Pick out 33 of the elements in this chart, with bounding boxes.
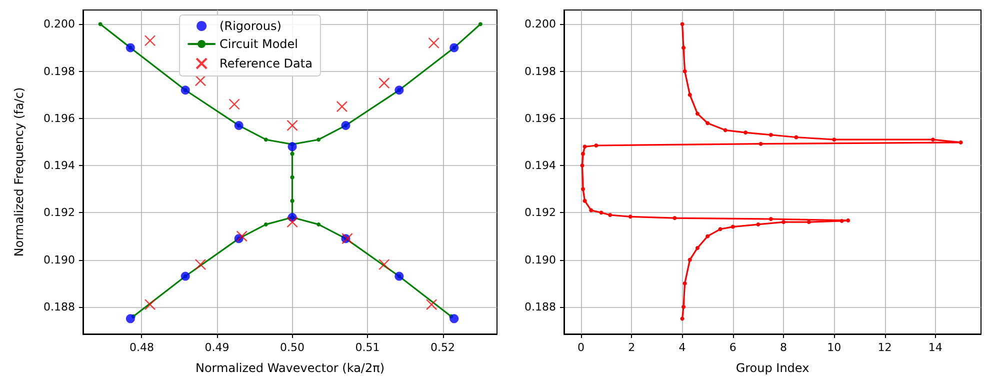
x-tick-label: 0.49 <box>204 341 230 354</box>
legend-label: (Rigorous) <box>220 19 282 33</box>
y-tick-label: 0.190 <box>524 253 556 266</box>
x-axis-title: Normalized Wavevector (ka/2π) <box>195 361 385 375</box>
legend-label: Reference Data <box>220 56 312 70</box>
y-tick-label: 0.188 <box>44 300 75 314</box>
y-tick-label: 0.198 <box>44 64 75 78</box>
x-tick-label: 0.51 <box>355 341 380 354</box>
x-tick-label: 4 <box>678 341 686 354</box>
y-tick-label: 0.200 <box>44 18 75 31</box>
x-axis-title: Group Index <box>736 361 810 375</box>
x-tick-label: 0.50 <box>280 341 305 354</box>
y-tick-label: 0.192 <box>524 206 556 220</box>
y-tick-label: 0.190 <box>44 253 75 266</box>
legend-label: Circuit Model <box>220 37 298 51</box>
x-tick-label: 6 <box>729 341 736 354</box>
y-tick-label: 0.198 <box>524 64 556 78</box>
y-tick-label: 0.196 <box>44 112 75 125</box>
x-tick-label: 10 <box>827 341 842 354</box>
y-tick-label: 0.192 <box>44 206 75 220</box>
x-tick-label: 0.48 <box>129 341 154 354</box>
y-tick-label: 0.196 <box>524 112 556 125</box>
x-tick-label: 2 <box>628 341 636 354</box>
y-tick-label: 0.200 <box>524 18 556 31</box>
y-tick-label: 0.188 <box>524 300 556 314</box>
y-axis-title: Normalized Frequency (fa/c) <box>12 87 26 257</box>
y-tick-label: 0.194 <box>44 159 75 172</box>
y-tick-label: 0.194 <box>524 159 556 172</box>
x-tick-label: 0 <box>577 341 584 354</box>
x-tick-label: 14 <box>928 341 942 354</box>
x-tick-label: 0.52 <box>430 341 456 354</box>
x-tick-label: 12 <box>878 341 892 354</box>
x-tick-label: 8 <box>780 341 788 354</box>
